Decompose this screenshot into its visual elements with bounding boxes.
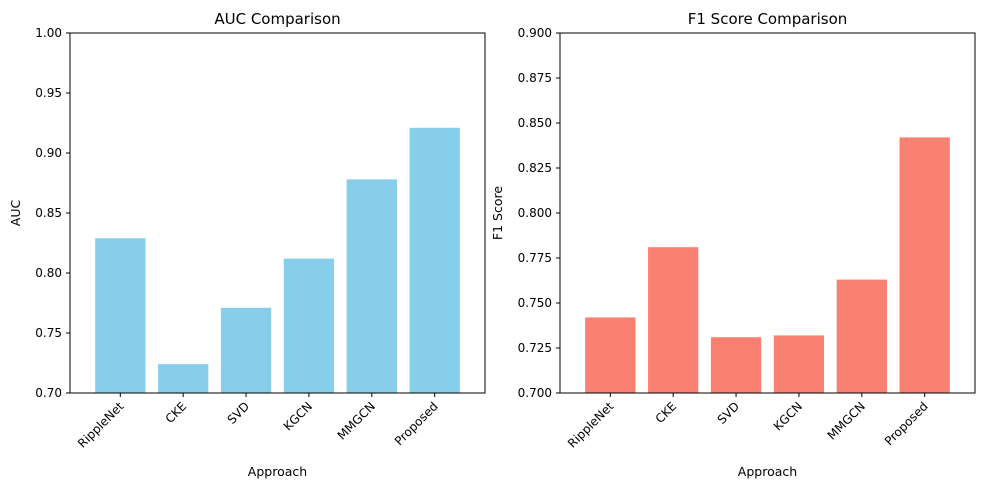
x-axis-label: Approach	[248, 464, 307, 479]
x-tick-label: Proposed	[882, 399, 931, 448]
y-axis-label: AUC	[8, 200, 23, 227]
bar-mmgcn	[836, 279, 887, 393]
y-tick-label: 0.900	[518, 26, 552, 40]
y-tick-label: 0.750	[518, 296, 552, 310]
y-tick-label: 0.875	[518, 71, 552, 85]
x-tick-label: MMGCN	[335, 399, 378, 442]
y-axis-label: F1 Score	[490, 186, 505, 240]
bar-ripplenet	[585, 317, 636, 393]
y-tick-label: 0.700	[518, 386, 552, 400]
y-tick-label: 0.80	[35, 266, 62, 280]
bar-svd	[710, 337, 762, 393]
x-tick-label: RippleNet	[565, 399, 617, 451]
y-tick-label: 0.70	[35, 386, 62, 400]
bar-proposed	[409, 127, 460, 394]
x-tick-label: CKE	[653, 399, 680, 426]
bar-cke	[648, 247, 699, 393]
x-tick-label: KGCN	[771, 399, 805, 433]
y-tick-label: 0.95	[35, 86, 62, 100]
bar-svd	[220, 307, 272, 393]
x-tick-label: RippleNet	[75, 399, 127, 451]
y-tick-label: 0.825	[518, 161, 552, 175]
chart-2: 0.700 0.725 0.750 0.775 0.800 0.825 0.850 0.875…	[490, 10, 976, 479]
chart-1: 0.70 0.75 0.80 0.85 0.90 0.95 1.00 RippleNet CKE…	[8, 10, 486, 479]
x-tick-label: SVD	[715, 399, 743, 427]
x-axis-label: Approach	[738, 464, 797, 479]
x-tick-label: MMGCN	[825, 399, 868, 442]
bar-ripplenet	[95, 238, 146, 393]
y-tick-label: 0.75	[35, 326, 62, 340]
y-tick-label: 0.90	[35, 146, 62, 160]
bar-kgcn	[773, 335, 825, 393]
bar-cke	[158, 364, 209, 393]
x-tick-label: KGCN	[281, 399, 315, 433]
y-tick-label: 0.775	[518, 251, 552, 265]
y-tick-label: 0.85	[35, 206, 62, 220]
y-tick-label: 0.800	[518, 206, 552, 220]
chart-title: F1 Score Comparison	[688, 10, 848, 28]
x-tick-label: SVD	[225, 399, 253, 427]
y-tick-label: 0.725	[518, 341, 552, 355]
x-tick-label: Proposed	[392, 399, 441, 448]
y-tick-label: 0.850	[518, 116, 552, 130]
bar-kgcn	[283, 258, 335, 393]
x-tick-label: CKE	[163, 399, 190, 426]
bar-mmgcn	[346, 179, 397, 393]
bar-proposed	[899, 137, 950, 393]
chart-title: AUC Comparison	[214, 10, 340, 28]
y-tick-label: 1.00	[35, 26, 62, 40]
